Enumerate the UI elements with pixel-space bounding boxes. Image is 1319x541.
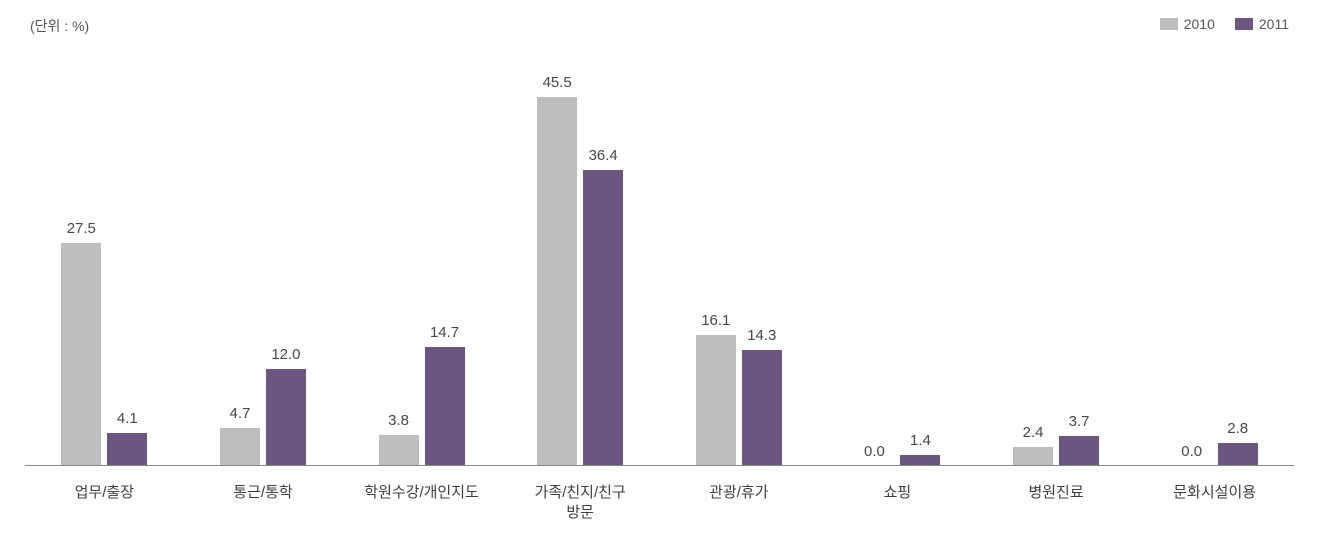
bar-wrap: 14.3 bbox=[742, 60, 782, 466]
bar-wrap: 4.1 bbox=[107, 60, 147, 466]
legend-swatch-2010 bbox=[1160, 18, 1178, 30]
bar-2010 bbox=[220, 428, 260, 466]
category-label: 관광/휴가 bbox=[660, 483, 819, 524]
bar-2011 bbox=[1059, 436, 1099, 466]
value-label: 36.4 bbox=[589, 147, 618, 164]
category-label: 병원진료 bbox=[977, 483, 1136, 524]
bar-group: 3.8 14.7 bbox=[342, 60, 501, 466]
bar-wrap: 2.4 bbox=[1013, 60, 1053, 466]
value-label: 0.0 bbox=[1181, 443, 1202, 460]
x-axis-baseline bbox=[25, 465, 1294, 466]
bar-2011 bbox=[742, 350, 782, 466]
bar-group: 0.0 1.4 bbox=[818, 60, 977, 466]
bar-group: 2.4 3.7 bbox=[977, 60, 1136, 466]
legend-swatch-2011 bbox=[1235, 18, 1253, 30]
bar-2010 bbox=[696, 335, 736, 466]
unit-label: (단위 : %) bbox=[30, 16, 89, 36]
bar-wrap: 16.1 bbox=[696, 60, 736, 466]
value-label: 2.4 bbox=[1023, 424, 1044, 441]
bar-wrap: 3.8 bbox=[379, 60, 419, 466]
value-label: 1.4 bbox=[910, 432, 931, 449]
category-label: 가족/친지/친구 방문 bbox=[501, 483, 660, 524]
value-label: 14.3 bbox=[747, 327, 776, 344]
value-label: 16.1 bbox=[701, 312, 730, 329]
bar-wrap: 14.7 bbox=[425, 60, 465, 466]
legend-label-2011: 2011 bbox=[1259, 16, 1289, 32]
bar-2011 bbox=[266, 369, 306, 466]
bar-wrap: 0.0 bbox=[1172, 60, 1212, 466]
value-label: 45.5 bbox=[543, 74, 572, 91]
bar-wrap: 36.4 bbox=[583, 60, 623, 466]
category-label: 통근/통학 bbox=[184, 483, 343, 524]
bar-2010 bbox=[61, 243, 101, 466]
category-label: 학원수강/개인지도 bbox=[342, 483, 501, 524]
bar-2011 bbox=[583, 170, 623, 466]
value-label: 2.8 bbox=[1227, 420, 1248, 437]
bar-wrap: 45.5 bbox=[537, 60, 577, 466]
bar-2010 bbox=[379, 435, 419, 466]
value-label: 27.5 bbox=[67, 220, 96, 237]
legend-label-2010: 2010 bbox=[1184, 16, 1215, 32]
bar-chart: (단위 : %) 2010 2011 27.5 4.1 4.7 12.0 3.8 14.7… bbox=[0, 0, 1319, 541]
category-label: 쇼핑 bbox=[818, 483, 977, 524]
bar-group: 4.7 12.0 bbox=[184, 60, 343, 466]
bar-wrap: 1.4 bbox=[900, 60, 940, 466]
value-label: 3.8 bbox=[388, 412, 409, 429]
bar-wrap: 2.8 bbox=[1218, 60, 1258, 466]
bar-wrap: 27.5 bbox=[61, 60, 101, 466]
bar-groups: 27.5 4.1 4.7 12.0 3.8 14.7 45.5 36.4 16.1 14.3 0.0… bbox=[25, 60, 1294, 466]
bar-wrap: 0.0 bbox=[854, 60, 894, 466]
plot-area: 27.5 4.1 4.7 12.0 3.8 14.7 45.5 36.4 16.1 14.3 0.0… bbox=[25, 60, 1294, 466]
legend-item-2010: 2010 bbox=[1160, 16, 1215, 32]
category-label: 문화시설이용 bbox=[1135, 483, 1294, 524]
bar-2011 bbox=[425, 347, 465, 466]
value-label: 12.0 bbox=[271, 346, 300, 363]
legend: 2010 2011 bbox=[1160, 16, 1289, 32]
value-label: 3.7 bbox=[1069, 413, 1090, 430]
value-label: 4.1 bbox=[117, 410, 138, 427]
bar-wrap: 12.0 bbox=[266, 60, 306, 466]
value-label: 0.0 bbox=[864, 443, 885, 460]
bar-group: 0.0 2.8 bbox=[1135, 60, 1294, 466]
legend-item-2011: 2011 bbox=[1235, 16, 1289, 32]
value-label: 14.7 bbox=[430, 324, 459, 341]
bar-group: 45.5 36.4 bbox=[501, 60, 660, 466]
bar-wrap: 3.7 bbox=[1059, 60, 1099, 466]
x-axis-labels: 업무/출장통근/통학학원수강/개인지도가족/친지/친구 방문관광/휴가쇼핑병원진… bbox=[25, 483, 1294, 524]
bar-group: 27.5 4.1 bbox=[25, 60, 184, 466]
bar-2011 bbox=[107, 433, 147, 466]
bar-2010 bbox=[1013, 447, 1053, 466]
value-label: 4.7 bbox=[230, 405, 251, 422]
bar-2011 bbox=[1218, 443, 1258, 466]
bar-group: 16.1 14.3 bbox=[660, 60, 819, 466]
category-label: 업무/출장 bbox=[25, 483, 184, 524]
bar-2010 bbox=[537, 97, 577, 466]
bar-wrap: 4.7 bbox=[220, 60, 260, 466]
